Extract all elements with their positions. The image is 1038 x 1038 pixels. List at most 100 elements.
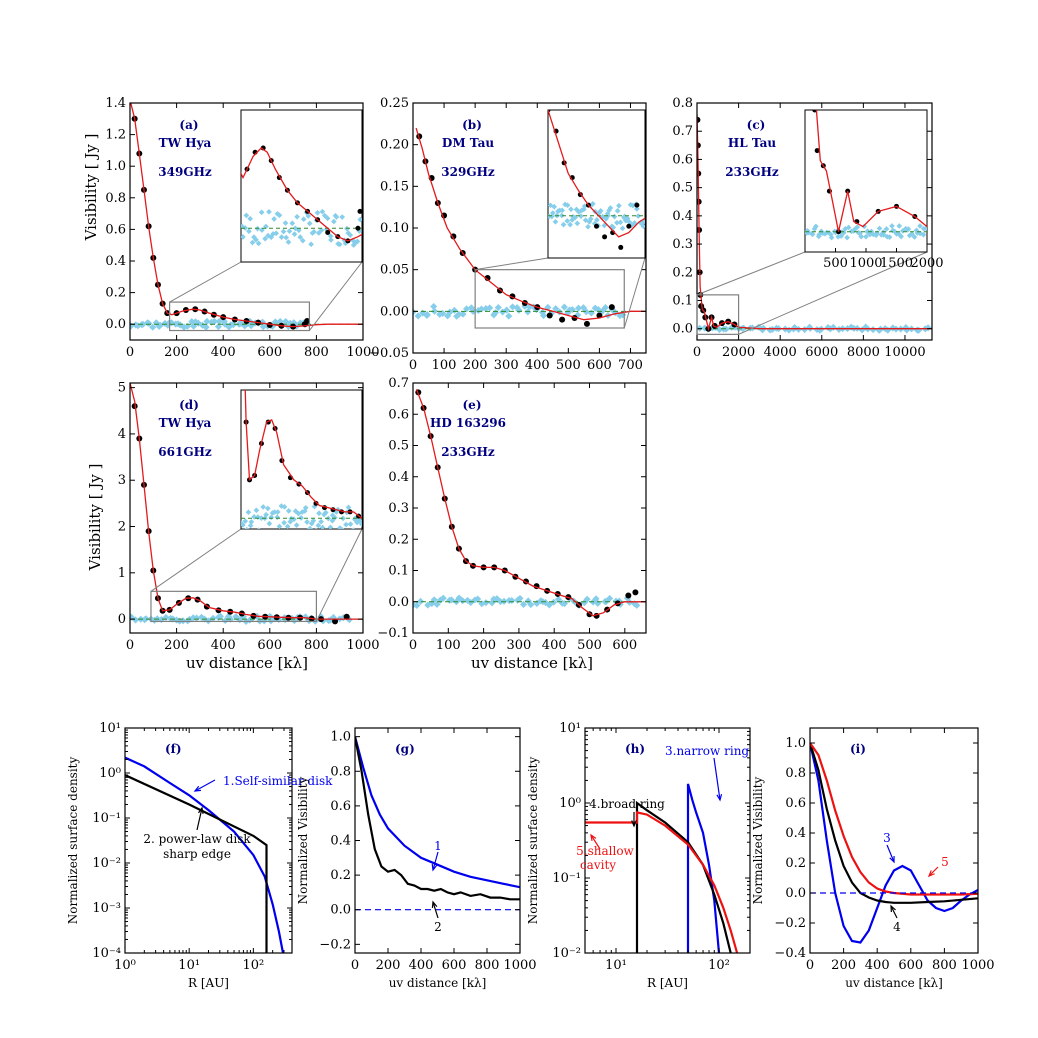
inset-noise-point <box>889 223 895 229</box>
y-axis-label: Normalized Visibility <box>296 776 310 904</box>
inset-noise-point <box>339 214 346 220</box>
zoom-connector <box>315 528 363 622</box>
inset-noise-point <box>917 223 923 229</box>
inset-noise-point <box>265 505 271 512</box>
inset-noise-point <box>594 217 600 223</box>
x-tick-label: 600 <box>257 345 282 360</box>
annotation-arrow <box>590 834 601 850</box>
source-label: TW Hya <box>159 136 212 150</box>
noise-point <box>214 323 222 331</box>
x-tick-label: 0 <box>351 958 359 973</box>
noise-point <box>474 595 482 603</box>
x-tick-label: 100 <box>432 358 457 373</box>
inset-noise-point <box>274 509 281 515</box>
y-tick-label: 0.2 <box>388 532 409 547</box>
y-tick-label: 10⁻² <box>92 856 121 871</box>
y-tick-label: 0.5 <box>388 439 409 454</box>
noise-point <box>505 312 513 320</box>
noise-point <box>145 319 153 327</box>
inset-model-curve <box>548 110 645 238</box>
noise-point <box>433 600 441 608</box>
x-tick-label: 200 <box>164 345 189 360</box>
y-tick-label: 0.7 <box>388 376 409 391</box>
inset-noise-point <box>295 227 302 234</box>
inset-noise-point <box>281 519 287 526</box>
plot-frame <box>129 382 364 634</box>
noise-point <box>423 311 431 319</box>
y-tick-label: 0.6 <box>672 152 693 167</box>
inset-noise-point <box>898 233 904 240</box>
inset-noise-point <box>845 224 852 231</box>
y-tick-label: 10⁰ <box>99 766 121 781</box>
inset-noise-point <box>340 515 346 522</box>
noise-point <box>574 304 583 312</box>
inset-noise-point <box>247 522 254 529</box>
noise-point <box>215 317 223 326</box>
inset-noise-point <box>285 239 292 245</box>
inset-noise-point <box>861 223 868 230</box>
inset-noise-point <box>253 507 260 514</box>
inset-noise-point <box>308 241 314 248</box>
x-tick-label: 600 <box>257 638 282 653</box>
inset-noise-point <box>302 504 309 511</box>
noise-point <box>503 306 511 314</box>
inset-noise-point <box>242 225 249 231</box>
y-tick-label: 0.4 <box>330 834 351 849</box>
x-tick-label: 800 <box>304 345 329 360</box>
y-axis-label: Normalized surface density <box>526 757 540 925</box>
x-tick-label: 300 <box>494 358 519 373</box>
x-tick-label: 100 <box>436 638 461 653</box>
annotation-arrow <box>713 757 721 801</box>
inset-noise-point <box>286 228 293 235</box>
inset-noise-point <box>278 234 285 240</box>
series-1-self-similar-disk <box>125 756 285 953</box>
plot-area <box>585 783 739 953</box>
x-tick-label: 10² <box>242 958 264 973</box>
inset-noise-point <box>828 234 835 241</box>
plot-frame <box>584 727 751 954</box>
inset-noise-point <box>305 213 312 219</box>
inset-noise-point <box>327 233 334 240</box>
x-tick-label: 6000 <box>805 345 838 360</box>
inset-noise-point <box>567 221 573 228</box>
inset-noise-point <box>331 218 337 225</box>
y-tick-label: 10⁻² <box>552 946 581 961</box>
inset-noise-point <box>574 220 581 227</box>
data-point <box>546 312 553 319</box>
y-tick-label: 0.3 <box>388 501 409 516</box>
inset-noise-point <box>262 235 268 242</box>
data-point <box>332 618 339 625</box>
plot-area <box>130 103 363 331</box>
inset-noise-point <box>587 216 594 222</box>
inset-data-point <box>594 223 599 229</box>
inset-noise-point <box>258 515 265 521</box>
inset-noise-point <box>306 220 313 227</box>
inset-noise-point <box>322 509 329 516</box>
plot-frame <box>129 102 364 341</box>
inset-model-curve <box>241 147 362 242</box>
y-tick-label: 0.5 <box>672 181 693 196</box>
inset-noise-point <box>883 226 890 232</box>
x-tick-label: 400 <box>525 358 550 373</box>
panel-e: 0 100 200 300 400 500 600 −0.1 0.0 0.1 0.2 0.3 0.4 0.… <box>377 376 647 653</box>
model-curve <box>415 389 646 617</box>
panel-c: 0 2000 4000 6000 8000 10000 0.0 0.1 0.2 0.3 0.4 0.5… <box>672 96 943 360</box>
y-tick-label: 1.4 <box>105 96 126 111</box>
noise-point <box>417 597 425 605</box>
y-tick-label: 2 <box>118 520 126 535</box>
y-tick-label: 10¹ <box>99 721 121 736</box>
inset-noise-point <box>307 525 313 529</box>
noise-point <box>229 321 237 329</box>
inset-data-point <box>602 234 608 240</box>
inset-noise-point <box>247 215 253 222</box>
noise-point <box>459 310 467 318</box>
inset-noise-point <box>549 210 556 216</box>
x-tick-label: 0 <box>409 358 417 373</box>
y-tick-label: 0.0 <box>105 317 126 332</box>
inset-noise-point <box>610 224 617 231</box>
y-tick-label: 1.0 <box>330 730 351 745</box>
zoom-box <box>150 590 317 623</box>
inset-noise-point <box>248 519 255 525</box>
x-tick-label: 200 <box>831 958 856 973</box>
